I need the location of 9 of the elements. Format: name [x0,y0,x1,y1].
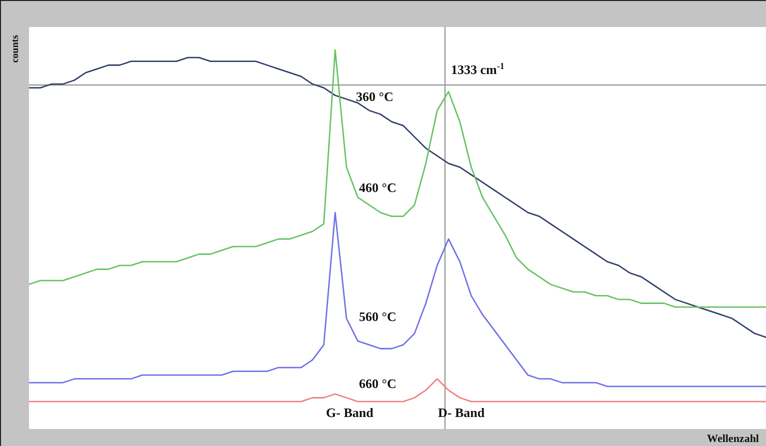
annotation: 1333 cm$^{-1}$ [451,61,505,77]
series-label: 660 °C [359,376,396,391]
series-label: 560 °C [359,309,396,324]
annotation: G- Band [326,405,374,420]
x-axis-title: Wellenzahl [707,433,759,445]
y-axis-title: counts [10,34,21,63]
series-label: 360 °C [356,89,394,104]
series-label: 460 °C [359,180,396,195]
annotation: D- Band [438,405,486,420]
